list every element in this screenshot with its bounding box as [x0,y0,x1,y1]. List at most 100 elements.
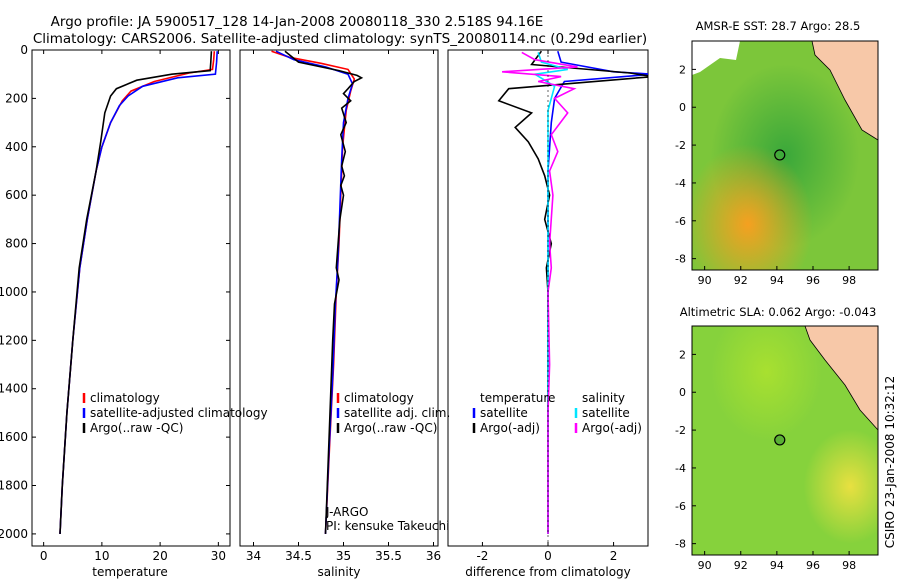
depth-tick-label: 1600 [0,430,28,444]
sst-map-frame [691,40,879,271]
depth-tick-label: 2000 [0,527,28,541]
salinity-series-satellite-adj-clim- [275,50,354,534]
sla_map-xtick-label: 90 [698,559,712,572]
salinity-annotation-program: J-ARGO [325,505,368,519]
depth-tick-label: 1400 [0,382,28,396]
sla-map-argo-marker [774,434,786,446]
difference-series-temperature-satellite [547,50,648,534]
sst_map-ytick-label: 0 [679,101,686,114]
sla-map-title: Altimetric SLA: 0.062 Argo: -0.043 [680,305,877,319]
sla_map-ytick-label: 0 [679,386,686,399]
salinity-xtick-label: 34 [246,549,261,563]
depth-tick-label: 600 [5,188,28,202]
salinity-annotation-pi: PI: kensuke Takeuchi [326,519,449,533]
footer-timestamp: CSIRO 23-Jan-2008 10:32:12 [883,376,897,548]
difference-ticks: -2 0 2 [476,50,617,563]
figure-title-line1: Argo profile: JA 5900517_128 14-Jan-2008… [51,14,544,30]
legend-entry: climatology [90,391,160,405]
temperature-series-argo-raw-qc- [59,51,213,534]
depth-tick-label: 800 [5,237,28,251]
salinity-xlabel: salinity [317,565,360,579]
legend-entry: temperature [480,391,555,405]
sst_map-xtick-label: 94 [770,274,784,287]
legend-entry: Argo(-adj) [480,421,540,435]
salinity-series-argo-raw-qc- [284,50,364,534]
depth-tick-label: 1000 [0,285,28,299]
sst-map-title: AMSR-E SST: 28.7 Argo: 28.5 [696,19,861,33]
depth-tick-label: 1200 [0,333,28,347]
sst-map-ticks: 90 92 94 96 98 -8 -6 -4 -2 0 2 [675,63,856,287]
temperature-series-satellite-adjusted-climatology [59,51,218,534]
salinity-series-climatology [271,50,356,534]
sla-map-frame [691,325,879,556]
legend-entry: salinity [582,391,625,405]
temperature-xtick-label: 10 [94,549,109,563]
sst_map-xtick-label: 90 [698,274,712,287]
sla_map-xtick-label: 94 [770,559,784,572]
temperature-xtick-label: 20 [152,549,167,563]
difference-legend: temperaturesatelliteArgo(-adj)salinitysa… [472,391,642,435]
legend-entry: satellite adj. clim. [344,406,450,420]
difference-series-salinity-argo-adj- [502,51,578,534]
legend-entry: climatology [344,391,414,405]
sst_map-ytick-label: -8 [675,253,686,266]
difference-series-salinity-satellite [532,52,568,534]
sla-map-ticks: 90 92 94 96 98 -8 -6 -4 -2 0 2 [675,348,856,572]
temperature-series-climatology [59,51,216,534]
temperature-axes-frame [31,49,231,547]
salinity-xtick-label: 35 [336,549,351,563]
sst_map-ytick-label: -4 [675,177,686,190]
temperature-xtick-label: 30 [211,549,226,563]
sla_map-xtick-label: 96 [806,559,820,572]
temperature-xlabel: temperature [92,565,167,579]
sla_map-ytick-label: -6 [675,500,686,513]
depth-tick-label: 400 [5,140,28,154]
temperature-xtick-label: 0 [40,549,48,563]
sla_map-xtick-label: 98 [842,559,856,572]
legend-entry: satellite [480,406,528,420]
difference-panel: -2 0 2 difference from climatology tempera… [447,49,649,579]
figure-title-line2: Climatology: CARS2006. Satellite-adjuste… [33,31,647,47]
salinity-xtick-label: 34.5 [285,549,312,563]
depth-tick-label: 0 [20,43,28,57]
legend-entry: Argo(..raw -QC) [344,421,437,435]
sla-map-panel: Altimetric SLA: 0.062 Argo: -0.043 90 92 9… [675,305,879,572]
legend-entry: satellite [582,406,630,420]
legend-entry: Argo(..raw -QC) [90,421,183,435]
depth-tick-label: 1800 [0,479,28,493]
difference-series-temperature-argo-adj- [497,50,648,534]
difference-xtick-label: 2 [610,549,618,563]
salinity-axes-frame [239,49,439,547]
legend-entry: Argo(-adj) [582,421,642,435]
sst-map-nodata-patch [692,41,740,75]
sla_map-ytick-label: 2 [679,348,686,361]
difference-lines [497,50,648,546]
salinity-lines [271,50,364,534]
sst_map-ytick-label: -2 [675,139,686,152]
sst_map-ytick-label: 2 [679,63,686,76]
sst_map-xtick-label: 96 [806,274,820,287]
salinity-xtick-label: 35.5 [375,549,402,563]
sst-map-argo-marker [774,149,786,161]
sla_map-ytick-label: -4 [675,462,686,475]
legend-entry: satellite-adjusted climatology [90,406,268,420]
depth-tick-label: 200 [5,91,28,105]
salinity-xtick-label: 36 [426,549,441,563]
sla_map-ytick-label: -2 [675,424,686,437]
sst_map-xtick-label: 98 [842,274,856,287]
sst_map-ytick-label: -6 [675,215,686,228]
temperature-lines [59,51,218,534]
salinity-ticks: 34 34.5 35 35.5 36 [246,50,441,563]
sla_map-xtick-label: 92 [734,559,748,572]
difference-xlabel: difference from climatology [465,565,631,579]
sla_map-ytick-label: -8 [675,538,686,551]
sst-map-panel: AMSR-E SST: 28.7 Argo: 28.5 90 92 94 96 98 -8… [675,19,879,287]
difference-xtick-label: -2 [476,549,488,563]
temperature-panel: 0 10 20 30 0 200 400 600 800 1000 1200 1400 1600 1800… [0,43,268,579]
sst_map-xtick-label: 92 [734,274,748,287]
difference-xtick-label: 0 [544,549,552,563]
salinity-panel: 34 34.5 35 35.5 36 salinity climatologysatel… [239,49,450,579]
